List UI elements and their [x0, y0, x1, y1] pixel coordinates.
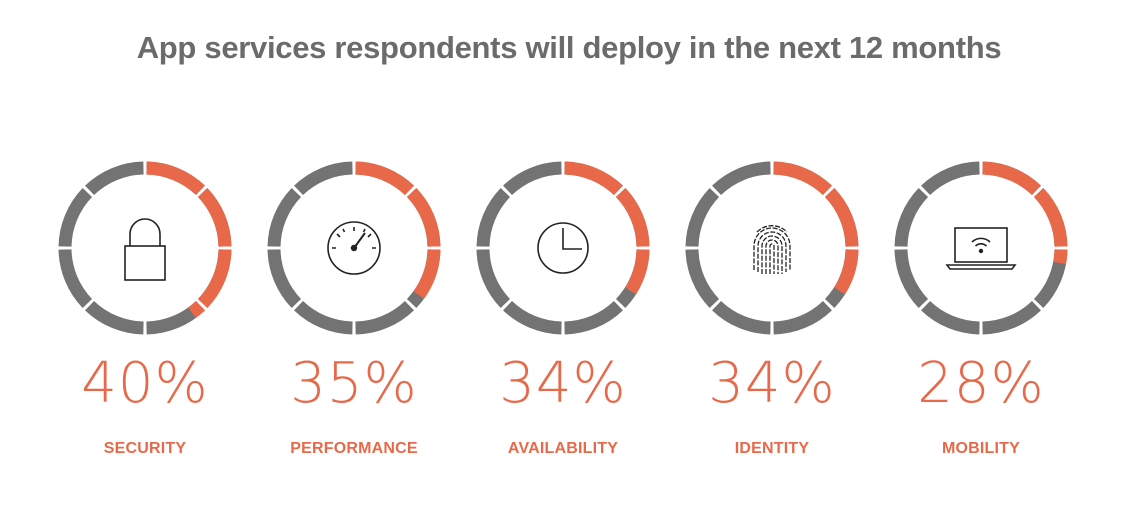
donut-ring-performance: [267, 161, 441, 335]
label-security: SECURITY: [103, 440, 187, 457]
donut-track-segment: [294, 161, 353, 196]
donut-value-segment: [413, 249, 441, 299]
laptop-wifi-icon: [945, 227, 1017, 270]
donut-track-segment: [773, 300, 832, 335]
donut-track-segment: [267, 188, 302, 247]
label-mobility: MOBILITY: [941, 440, 1021, 457]
speedometer-icon: [327, 221, 381, 275]
donut-track-segment: [476, 249, 511, 308]
metric-availability: 34% AVAILABILITY: [468, 158, 658, 468]
donut-ring-security: [58, 161, 232, 335]
donut-track-segment: [476, 188, 511, 247]
donut-value-segment: [624, 249, 650, 295]
metric-security: 40% SECURITY: [50, 158, 240, 468]
donut-track-segment: [294, 300, 353, 335]
donut-value-segment: [773, 161, 832, 196]
donut-track-segment: [982, 300, 1041, 335]
donut-track-segment: [85, 300, 144, 335]
donut-track-segment: [503, 300, 562, 335]
donut-value-segment: [146, 161, 205, 196]
donut-track-segment: [85, 161, 144, 196]
label-identity: IDENTITY: [734, 440, 810, 457]
metric-mobility: 28% MOBILITY: [886, 158, 1076, 468]
clock-icon: [537, 222, 589, 274]
donut-value-segment: [1053, 249, 1068, 265]
donut-track-segment: [894, 188, 929, 247]
donut-track-segment: [921, 161, 980, 196]
percent-value-mobility: 28%: [917, 351, 1045, 416]
donut-track-segment: [58, 188, 93, 247]
donut-value-segment: [355, 161, 414, 196]
percent-value-identity: 34%: [708, 351, 836, 416]
donut-track-segment: [267, 249, 302, 308]
donut-track-segment: [503, 161, 562, 196]
donut-track-segment: [685, 249, 720, 308]
donut-track-segment: [921, 300, 980, 335]
fingerprint-icon: [753, 225, 791, 274]
chart-title: App services respondents will deploy in …: [136, 30, 1002, 65]
donut-value-segment: [833, 249, 859, 295]
donut-ring-identity: [685, 161, 859, 335]
donut-value-segment: [197, 188, 232, 247]
donut-track-segment: [894, 249, 929, 308]
donut-value-segment: [1033, 188, 1068, 247]
donut-value-segment: [824, 188, 859, 247]
metric-performance: 35% PERFORMANCE: [259, 158, 449, 468]
percent-value-availability: 34%: [499, 351, 627, 416]
donut-track-segment: [355, 300, 414, 335]
donut-track-segment: [685, 188, 720, 247]
donut-track-segment: [712, 161, 771, 196]
donut-track-segment: [564, 300, 623, 335]
donut-ring-mobility: [894, 161, 1068, 335]
label-performance: PERFORMANCE: [290, 440, 418, 457]
donut-value-segment: [564, 161, 623, 196]
donut-track-segment: [712, 300, 771, 335]
donut-track-segment: [58, 249, 93, 308]
donut-ring-availability: [476, 161, 650, 335]
donut-value-segment: [982, 161, 1041, 196]
donut-value-segment: [615, 188, 650, 247]
donut-value-segment: [188, 300, 205, 318]
donut-value-segment: [197, 249, 232, 308]
metric-identity: 34% IDENTITY: [677, 158, 867, 468]
label-availability: AVAILABILITY: [507, 440, 619, 457]
percent-value-performance: 35%: [290, 351, 418, 416]
padlock-icon: [124, 218, 166, 281]
donut-value-segment: [406, 188, 441, 247]
percent-value-security: 40%: [81, 351, 209, 416]
